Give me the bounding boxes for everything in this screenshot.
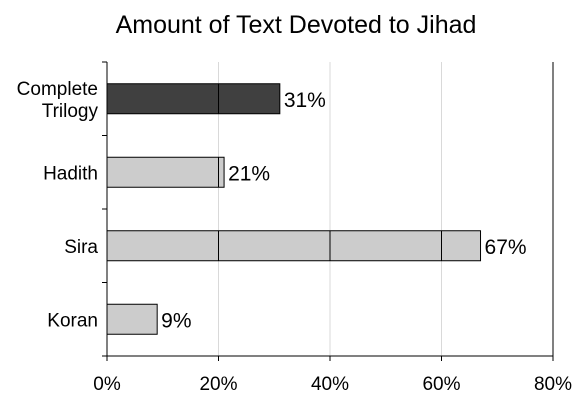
chart-title: Amount of Text Devoted to Jihad (116, 11, 477, 39)
x-tick-label: 20% (199, 374, 237, 394)
data-label: 31% (284, 89, 326, 112)
category-label: Complete (17, 79, 98, 100)
bar (106, 156, 225, 188)
bar (106, 303, 158, 335)
x-tick-label: 60% (422, 374, 460, 394)
data-label: 21% (228, 162, 270, 185)
axes (102, 61, 554, 361)
data-label: 9% (161, 309, 191, 332)
bars (106, 83, 482, 335)
x-tick-label: 0% (93, 374, 121, 394)
data-label: 67% (485, 236, 527, 259)
bar (106, 83, 281, 115)
x-tick-label: 40% (311, 374, 349, 394)
category-label: Sira (64, 237, 98, 258)
x-tick-label: 80% (534, 374, 572, 394)
category-label: Trilogy (42, 101, 99, 122)
bar (106, 230, 482, 262)
category-label: Koran (47, 310, 98, 331)
category-label: Hadith (43, 163, 98, 184)
